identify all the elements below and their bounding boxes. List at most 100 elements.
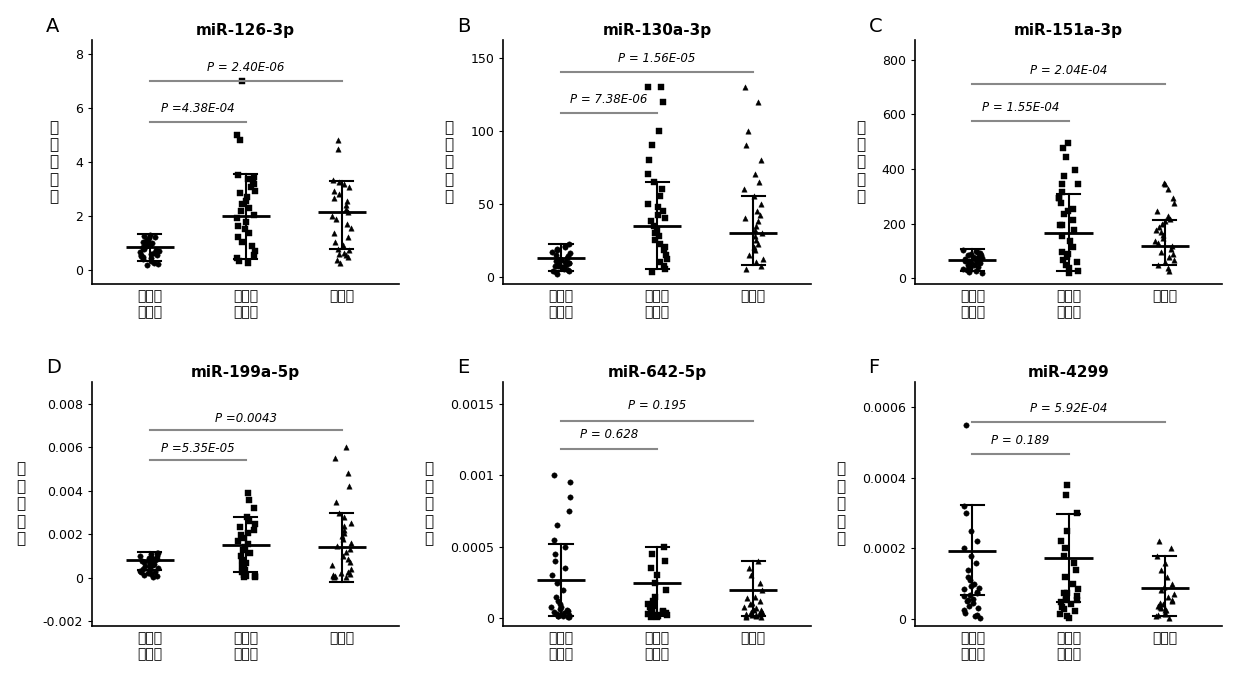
Point — [1054, 543, 1074, 554]
Point — [555, 563, 575, 574]
Point — [747, 220, 767, 231]
Text: P = 5.92E-04: P = 5.92E-04 — [1030, 402, 1108, 415]
Point — [139, 239, 159, 250]
Point — [1161, 543, 1181, 554]
Point — [646, 235, 665, 245]
Point — [239, 494, 259, 505]
Point — [136, 241, 156, 252]
Point — [1059, 268, 1079, 279]
Point — [337, 546, 357, 557]
Point — [555, 542, 575, 553]
Point — [1056, 595, 1075, 605]
Title: miR-4299: miR-4299 — [1027, 365, 1109, 380]
Point — [958, 564, 978, 575]
Point — [144, 554, 164, 565]
Point — [957, 264, 976, 275]
Text: A: A — [46, 16, 59, 35]
Point — [965, 252, 985, 263]
Point — [743, 242, 763, 253]
Point — [558, 605, 577, 616]
Point — [1151, 564, 1171, 575]
Point — [1064, 557, 1084, 568]
Point — [752, 155, 772, 165]
Point — [1160, 265, 1180, 276]
Point — [648, 201, 668, 212]
Point — [1067, 508, 1087, 519]
Point — [1146, 235, 1166, 246]
Point — [548, 520, 567, 531]
Point — [968, 603, 987, 614]
Point — [639, 155, 659, 165]
Point — [1054, 550, 1074, 561]
Point — [655, 264, 675, 275]
Point — [335, 521, 354, 532]
Point — [555, 264, 575, 275]
Point — [550, 254, 570, 264]
Point — [134, 244, 154, 255]
Point — [958, 595, 978, 606]
Point — [339, 481, 359, 492]
Point — [736, 264, 756, 275]
Point — [130, 247, 150, 258]
Point — [135, 561, 155, 572]
Point — [232, 561, 252, 572]
Point — [339, 557, 359, 567]
Point — [1054, 587, 1074, 598]
Point — [138, 235, 157, 245]
Point — [548, 268, 567, 279]
Point — [330, 248, 349, 259]
Point — [325, 237, 344, 247]
Point — [958, 260, 978, 271]
Point — [657, 610, 676, 620]
Point — [969, 254, 989, 265]
Point — [555, 242, 575, 253]
Point — [141, 237, 161, 248]
Point — [964, 578, 984, 589]
Point — [323, 193, 343, 203]
Point — [1158, 184, 1178, 195]
Point — [336, 203, 356, 214]
Point — [244, 503, 264, 514]
Point — [134, 243, 154, 254]
Point — [654, 261, 674, 272]
Point — [1158, 262, 1178, 273]
Point — [325, 570, 344, 581]
Point — [735, 601, 755, 612]
Title: miR-126-3p: miR-126-3p — [196, 23, 295, 38]
Point — [335, 247, 354, 258]
Point — [337, 196, 357, 207]
Point — [1068, 265, 1088, 276]
Point — [966, 245, 986, 256]
Point — [341, 563, 361, 574]
Point — [131, 566, 151, 577]
Point — [1147, 600, 1167, 611]
Point — [140, 562, 160, 573]
Point — [1163, 193, 1183, 203]
Point — [338, 553, 358, 564]
Point — [556, 260, 576, 271]
Point — [653, 96, 673, 107]
Point — [1052, 246, 1072, 257]
Point — [968, 257, 987, 268]
Point — [333, 527, 353, 538]
Point — [332, 531, 352, 542]
Point — [752, 584, 772, 595]
Point — [230, 551, 250, 562]
Point — [954, 605, 974, 616]
Point — [327, 254, 347, 265]
Point — [968, 536, 987, 546]
Point — [245, 245, 265, 256]
Point — [548, 610, 567, 621]
Point — [560, 247, 580, 258]
Point — [141, 568, 161, 579]
Point — [741, 606, 761, 617]
Point — [147, 570, 167, 581]
Title: miR-199a-5p: miR-199a-5p — [191, 365, 300, 380]
Point — [145, 567, 165, 578]
Point — [1053, 143, 1073, 154]
Text: C: C — [869, 16, 882, 35]
Point — [234, 572, 254, 582]
Point — [960, 262, 980, 273]
Text: P = 7.38E-06: P = 7.38E-06 — [570, 93, 648, 106]
Point — [238, 257, 258, 268]
